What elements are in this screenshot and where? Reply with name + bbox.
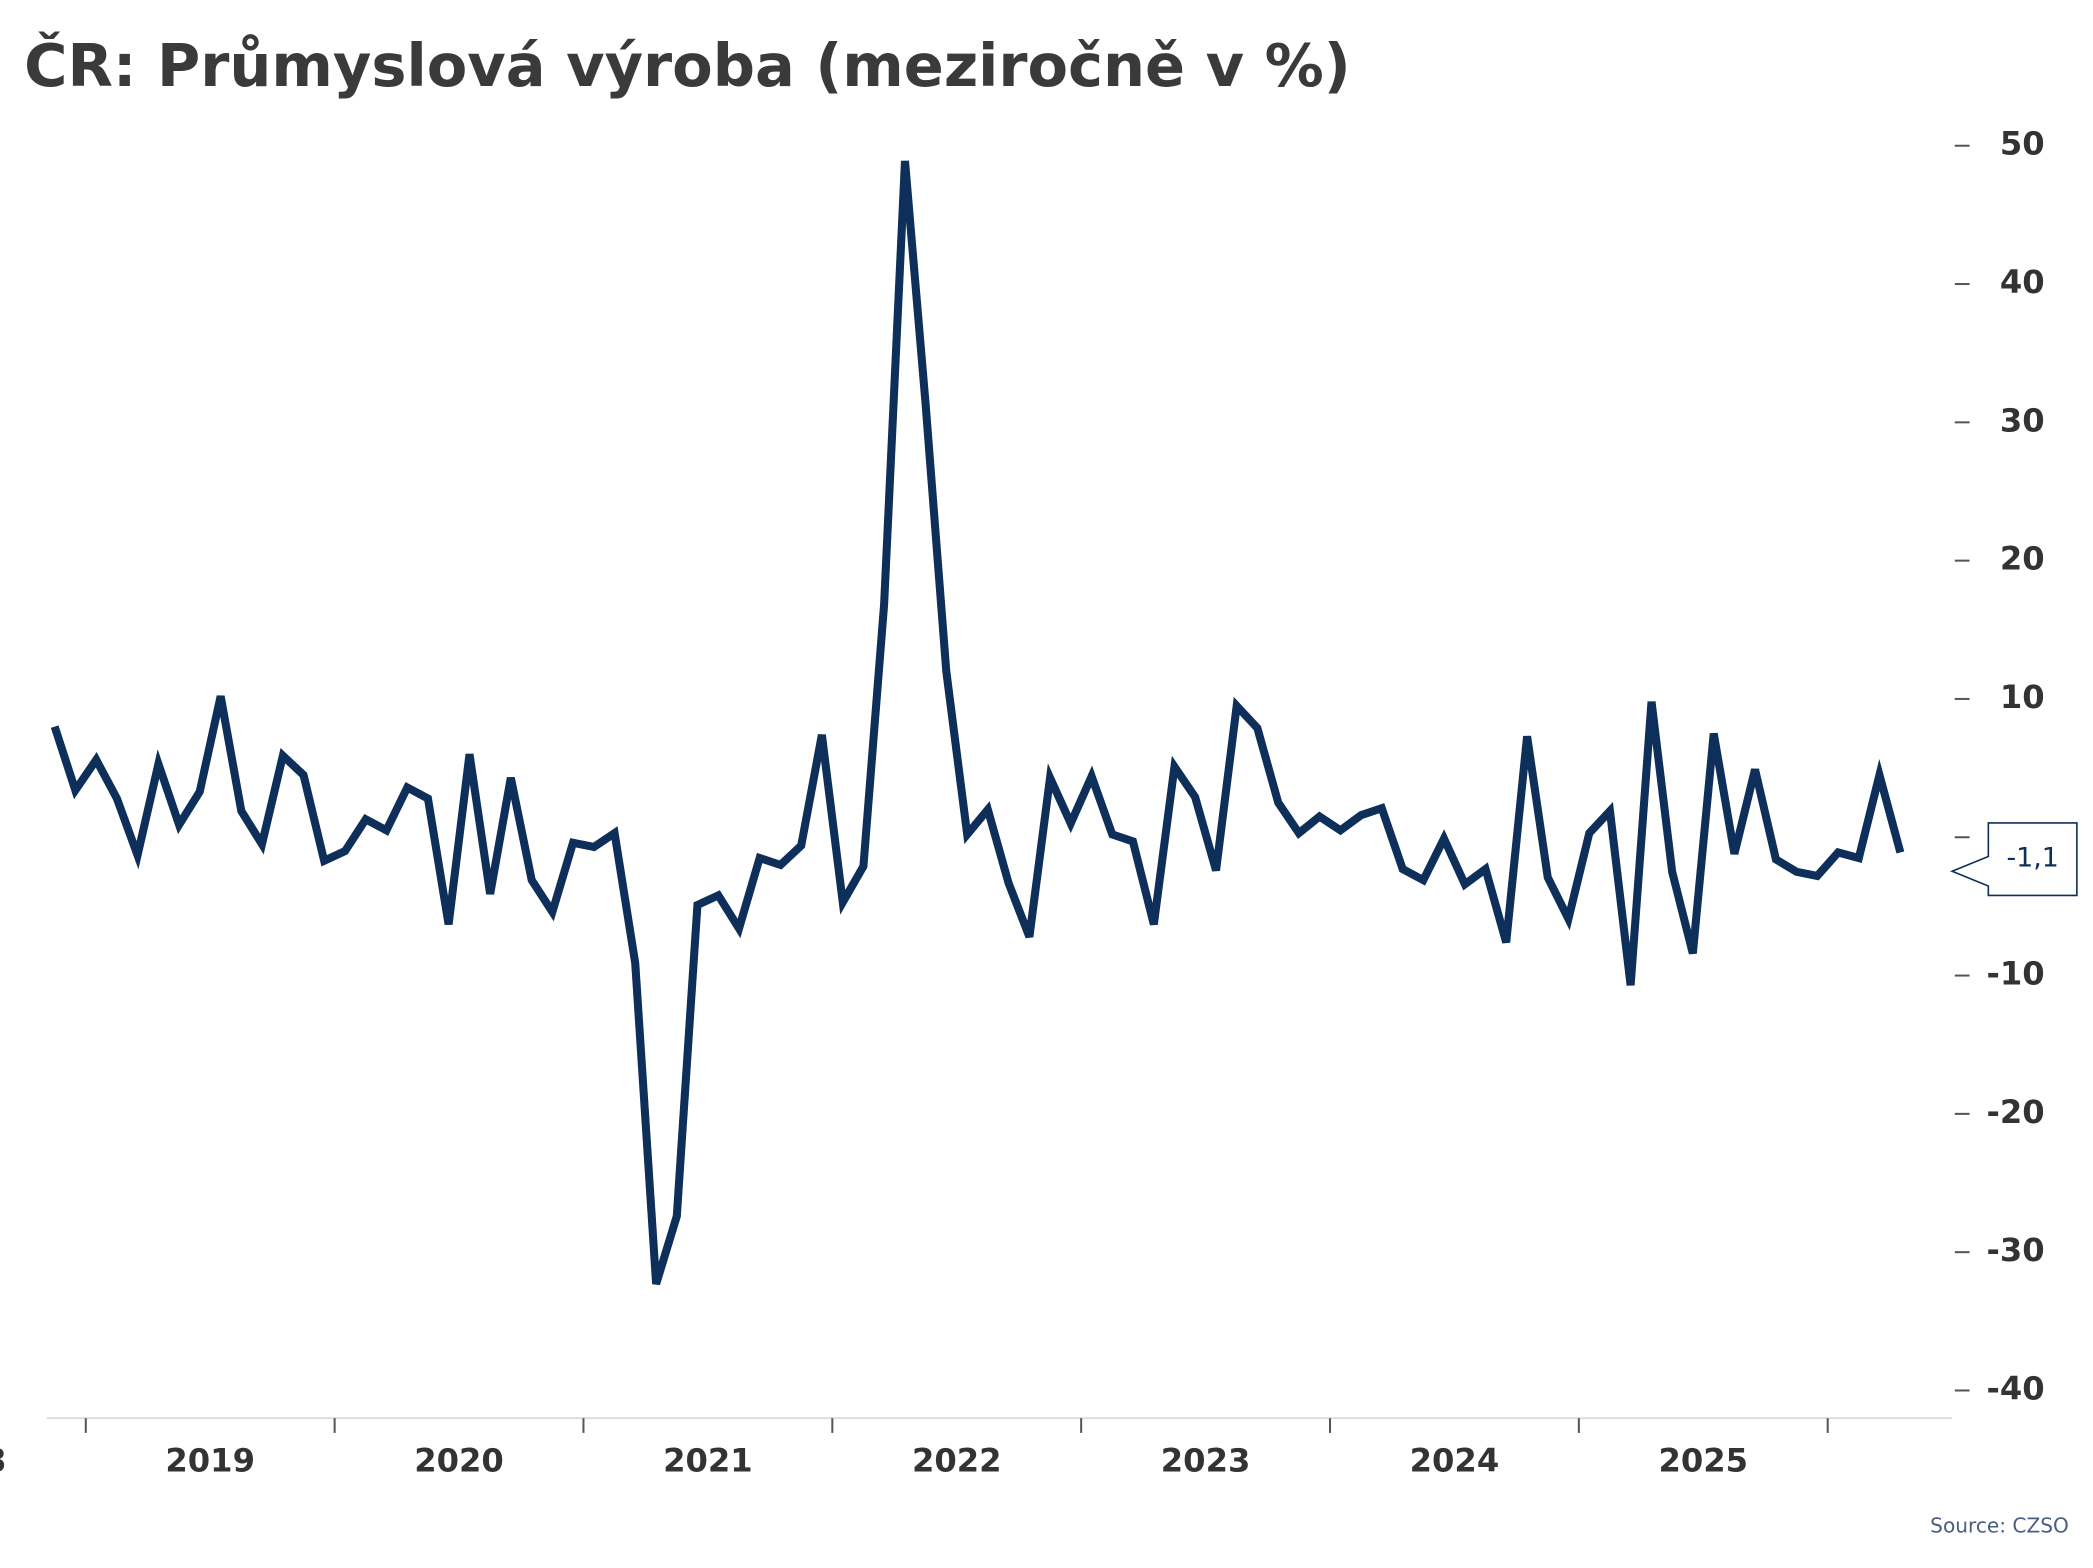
x-tick-label: 2023 — [1161, 1441, 1251, 1479]
y-tick-label: -10 — [1987, 955, 2045, 993]
x-tick-label: 2024 — [1410, 1441, 1500, 1479]
y-tick-label: 10 — [2000, 678, 2045, 716]
y-tick-label: -30 — [1987, 1231, 2045, 1269]
y-tick-label: 20 — [2000, 540, 2045, 578]
y-tick-label: 50 — [2000, 125, 2045, 163]
data-line — [50, 160, 1905, 1286]
x-tick-label: 2020 — [414, 1441, 504, 1479]
value-label: -1,1 — [2006, 843, 2058, 874]
y-tick-label: 30 — [2000, 401, 2045, 439]
callout-box — [1949, 822, 2078, 897]
chart-title: ČR: Průmyslová výroba (meziročně v %) — [24, 31, 1351, 100]
y-tick-label: -40 — [1987, 1369, 2045, 1407]
source: Source: CZSO — [1930, 1513, 2069, 1537]
x-tick-label: 2019 — [165, 1441, 255, 1479]
x-tick-label: 2021 — [663, 1441, 753, 1479]
y-tick-label: 40 — [2000, 263, 2045, 301]
x-tick-label: 2025 — [1658, 1441, 1748, 1479]
x-tick-label: 2022 — [912, 1441, 1002, 1479]
y-tick-label: -20 — [1987, 1093, 2045, 1131]
x-tick-label: 2018 — [0, 1441, 6, 1479]
